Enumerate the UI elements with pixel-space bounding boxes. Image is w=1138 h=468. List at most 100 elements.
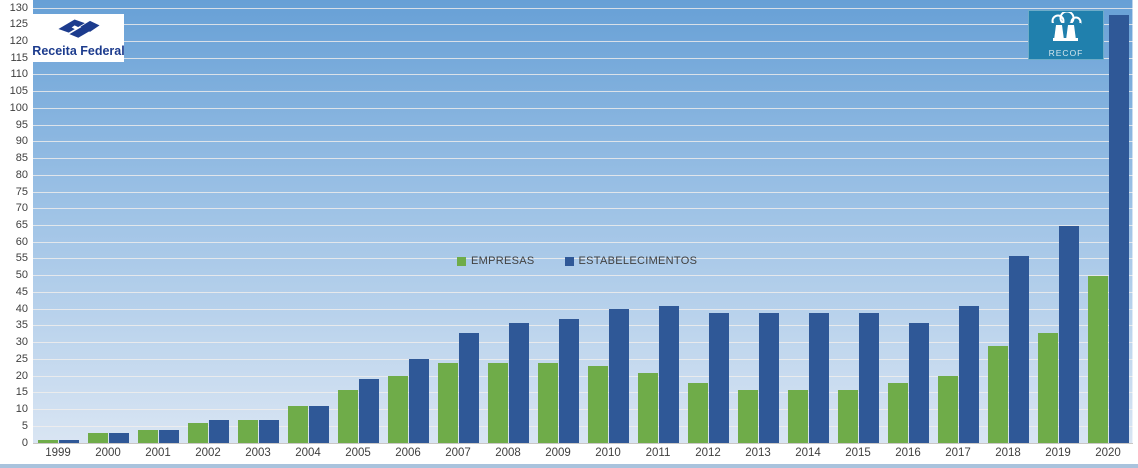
bar-empresas-2014 [788, 389, 808, 443]
bar-estabelecimentos-1999 [59, 439, 79, 443]
bar-estabelecimentos-2019 [1059, 225, 1079, 443]
gridline [33, 258, 1133, 259]
y-axis-label: 60 [15, 235, 28, 248]
legend-label-estabelecimentos: ESTABELECIMENTOS [578, 255, 698, 267]
x-axis-label: 2016 [895, 447, 921, 459]
x-axis-label: 2005 [345, 447, 371, 459]
gridline [33, 342, 1133, 343]
bar-estabelecimentos-2017 [959, 305, 979, 443]
bar-estabelecimentos-2014 [809, 312, 829, 443]
bar-estabelecimentos-2009 [559, 319, 579, 443]
y-axis-label: 95 [15, 118, 28, 131]
recof-logo: RECOF [1028, 10, 1104, 60]
x-axis-label: 2012 [695, 447, 721, 459]
x-axis-label: 1999 [45, 447, 71, 459]
bar-empresas-1999 [38, 439, 58, 443]
gridline [33, 309, 1133, 310]
bar-empresas-2003 [238, 419, 258, 443]
gridline [33, 125, 1133, 126]
legend-item-estabelecimentos: ESTABELECIMENTOS [564, 255, 698, 267]
x-axis-label: 2015 [845, 447, 871, 459]
receita-federal-emblem-icon [57, 18, 101, 45]
gridline [33, 225, 1133, 226]
bar-empresas-2018 [988, 346, 1008, 443]
x-axis-label: 2013 [745, 447, 771, 459]
gridline [33, 8, 1133, 9]
bottom-border-strip [0, 464, 1138, 468]
gridline [33, 325, 1133, 326]
y-axis-label: 25 [15, 352, 28, 365]
y-axis-label: 90 [15, 135, 28, 148]
y-axis-label: 20 [15, 369, 28, 382]
bar-empresas-2017 [938, 376, 958, 443]
x-axis-label: 2003 [245, 447, 271, 459]
bar-estabelecimentos-2013 [759, 312, 779, 443]
y-axis-label: 10 [15, 403, 28, 416]
y-axis-label: 35 [15, 319, 28, 332]
empresas-swatch-icon [457, 256, 466, 266]
bar-estabelecimentos-2000 [109, 433, 129, 443]
gridline [33, 208, 1133, 209]
bar-estabelecimentos-2018 [1009, 255, 1029, 443]
bar-empresas-2019 [1038, 332, 1058, 443]
bar-empresas-2005 [338, 389, 358, 443]
gridline [33, 91, 1133, 92]
x-axis-label: 2007 [445, 447, 471, 459]
bar-estabelecimentos-2007 [459, 332, 479, 443]
x-axis-label: 2011 [645, 447, 671, 459]
gridline [33, 376, 1133, 377]
y-axis-label: 130 [9, 1, 28, 14]
recof-label: RECOF [1048, 48, 1084, 58]
y-axis-label: 115 [10, 51, 28, 64]
y-axis-label: 0 [21, 436, 28, 449]
x-axis: 1999 2000 2001 2002 2003 2004 2005 2006 2007 2008… [33, 447, 1133, 463]
y-axis-label: 40 [15, 302, 28, 315]
x-axis-label: 2020 [1095, 447, 1121, 459]
y-axis-label: 5 [21, 419, 28, 432]
estabelecimentos-swatch-icon [564, 256, 574, 266]
bar-estabelecimentos-2002 [209, 419, 229, 443]
y-axis-label: 85 [15, 152, 28, 165]
x-axis-label: 2008 [495, 447, 521, 459]
gridline [33, 58, 1133, 59]
bar-estabelecimentos-2004 [309, 406, 329, 443]
bar-estabelecimentos-2012 [709, 312, 729, 443]
bar-empresas-2001 [138, 429, 158, 443]
legend-label-empresas: EMPRESAS [471, 255, 535, 267]
bar-empresas-2008 [488, 362, 508, 443]
x-axis-label: 2001 [145, 447, 171, 459]
gridline [33, 392, 1133, 393]
y-axis-label: 45 [15, 285, 28, 298]
y-axis-label: 125 [9, 18, 28, 31]
y-axis-label: 75 [15, 185, 28, 198]
gridline [33, 74, 1133, 75]
x-axis-label: 2017 [945, 447, 971, 459]
receita-federal-label: Receita Federal [32, 44, 125, 58]
x-axis-label: 2009 [545, 447, 571, 459]
x-axis-label: 2018 [995, 447, 1021, 459]
bar-empresas-2006 [388, 376, 408, 443]
bar-estabelecimentos-2008 [509, 322, 529, 443]
x-axis-label: 2004 [295, 447, 321, 459]
gridline [33, 24, 1133, 25]
y-axis-label: 120 [9, 34, 28, 47]
bar-estabelecimentos-2006 [409, 359, 429, 443]
bar-empresas-2016 [888, 382, 908, 443]
bar-empresas-2020 [1088, 275, 1108, 443]
y-axis-label: 80 [15, 168, 28, 181]
factory-icon [1045, 10, 1087, 47]
x-axis-label: 2010 [595, 447, 621, 459]
bar-empresas-2013 [738, 389, 758, 443]
y-axis-label: 70 [15, 202, 28, 215]
bar-empresas-2004 [288, 406, 308, 443]
y-axis-label: 105 [9, 85, 28, 98]
x-axis-label: 2019 [1045, 447, 1071, 459]
gridline [33, 409, 1133, 410]
bar-empresas-2015 [838, 389, 858, 443]
y-axis-label: 50 [15, 269, 28, 282]
bar-empresas-2009 [538, 362, 558, 443]
bar-empresas-2011 [638, 372, 658, 443]
bar-estabelecimentos-2005 [359, 379, 379, 443]
gridline [33, 175, 1133, 176]
